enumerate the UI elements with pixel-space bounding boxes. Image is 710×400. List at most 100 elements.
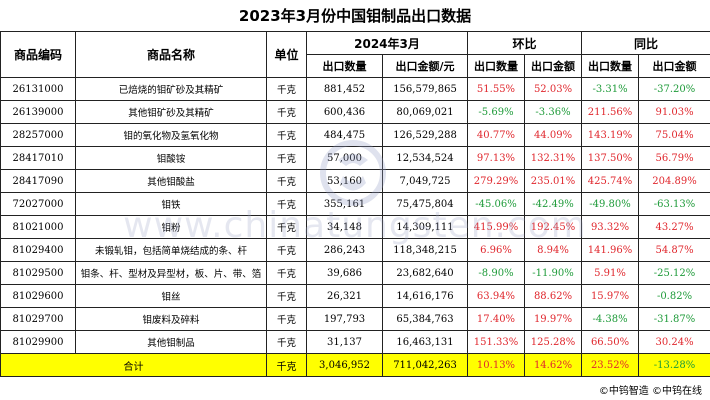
unit-cell: 千克 <box>266 261 307 285</box>
mom-amount-cell: 132.31% <box>523 146 583 170</box>
product-code-cell: 28417090 <box>0 169 76 193</box>
header-name: 商品名称 <box>75 31 267 78</box>
total-qty-cell: 3,046,952 <box>306 353 383 377</box>
mom-qty-cell: 97.13% <box>467 146 525 170</box>
header-period: 2024年3月 <box>306 31 468 55</box>
product-code-cell: 26139000 <box>0 100 76 124</box>
yoy-qty-cell: -4.38% <box>581 307 640 331</box>
unit-cell: 千克 <box>266 238 307 262</box>
export-qty-cell: 53,160 <box>306 169 383 193</box>
table-row: 28417090 其他钼酸盐 千克 53,160 7,049,725 279.29% 235… <box>0 169 710 193</box>
export-qty-cell: 600,436 <box>306 100 383 124</box>
product-name-cell: 其他钼酸盐 <box>75 169 267 193</box>
yoy-qty-cell: 211.56% <box>581 100 640 124</box>
mom-amount-cell: 88.62% <box>523 284 583 308</box>
product-name-cell: 其他钼制品 <box>75 330 267 354</box>
yoy-qty-cell: -3.31% <box>581 77 640 101</box>
yoy-amount-cell: -31.87% <box>638 307 710 331</box>
product-name-cell: 未锻轧钼，包括简单烧结成的条、杆 <box>75 238 267 262</box>
table-row: 81029500 钼条、杆、型材及异型材，板、片、带、箔 千克 39,686 23,68… <box>0 261 710 285</box>
table-row: 81029900 其他钼制品 千克 31,137 16,463,131 151.33% 12… <box>0 330 710 354</box>
export-amount-cell: 80,069,021 <box>382 100 468 124</box>
yoy-qty-cell: 141.96% <box>581 238 640 262</box>
mom-amount-cell: 125.28% <box>523 330 583 354</box>
mom-qty-cell: -45.06% <box>467 192 525 216</box>
mom-amount-cell: 192.45% <box>523 215 583 239</box>
export-amount-cell: 16,463,131 <box>382 330 468 354</box>
mom-qty-cell: 279.29% <box>467 169 525 193</box>
export-qty-cell: 26,321 <box>306 284 383 308</box>
header-mom: 环比 <box>466 31 583 55</box>
product-name-cell: 钼废料及碎料 <box>75 307 267 331</box>
export-amount-cell: 126,529,288 <box>382 123 468 147</box>
unit-cell: 千克 <box>266 169 307 193</box>
total-label: 合计 <box>0 353 267 377</box>
mom-qty-cell: 51.55% <box>467 77 525 101</box>
product-code-cell: 81029900 <box>0 330 76 354</box>
table-row: 28257000 钼的氧化物及氢氧化物 千克 484,475 126,529,288 40… <box>0 123 710 147</box>
mom-amount-cell: 52.03% <box>523 77 583 101</box>
unit-cell: 千克 <box>266 77 307 101</box>
export-qty-cell: 881,452 <box>306 77 383 101</box>
yoy-amount-cell: 75.04% <box>638 123 710 147</box>
export-amount-cell: 23,682,640 <box>382 261 468 285</box>
table-row: 72027000 钼铁 千克 355,161 75,475,804 -45.06% -42.… <box>0 192 710 216</box>
mom-qty-cell: 151.33% <box>467 330 525 354</box>
export-amount-cell: 14,616,176 <box>382 284 468 308</box>
mom-qty-cell: 6.96% <box>467 238 525 262</box>
total-mom-qty-cell: 10.13% <box>467 353 525 377</box>
product-code-cell: 81029500 <box>0 261 76 285</box>
product-name-cell: 钼酸铵 <box>75 146 267 170</box>
export-amount-cell: 7,049,725 <box>382 169 468 193</box>
yoy-amount-cell: -25.12% <box>638 261 710 285</box>
product-code-cell: 72027000 <box>0 192 76 216</box>
total-yoy-qty-cell: 23.52% <box>581 353 640 377</box>
total-yoy-amount-cell: -13.28% <box>638 353 710 377</box>
yoy-qty-cell: 143.19% <box>581 123 640 147</box>
yoy-amount-cell: 30.24% <box>638 330 710 354</box>
yoy-qty-cell: 15.97% <box>581 284 640 308</box>
table-row: 81029700 钼废料及碎料 千克 197,793 65,384,763 17.40% 1… <box>0 307 710 331</box>
product-code-cell: 81029600 <box>0 284 76 308</box>
table-row: 81029400 未锻轧钼，包括简单烧结成的条、杆 千克 286,243 118,348… <box>0 238 710 262</box>
mom-amount-cell: -3.36% <box>523 100 583 124</box>
export-qty-cell: 484,475 <box>306 123 383 147</box>
product-name-cell: 钼的氧化物及氢氧化物 <box>75 123 267 147</box>
product-name-cell: 其他钼矿砂及其精矿 <box>75 100 267 124</box>
export-amount-cell: 12,534,524 <box>382 146 468 170</box>
yoy-qty-cell: 5.91% <box>581 261 640 285</box>
mom-qty-cell: 40.77% <box>467 123 525 147</box>
header-yoy-amount: 出口金额 <box>638 54 710 78</box>
yoy-qty-cell: -49.80% <box>581 192 640 216</box>
unit-cell: 千克 <box>266 215 307 239</box>
unit-cell: 千克 <box>266 284 307 308</box>
product-name-cell: 钼丝 <box>75 284 267 308</box>
export-qty-cell: 31,137 <box>306 330 383 354</box>
mom-qty-cell: 63.94% <box>467 284 525 308</box>
yoy-amount-cell: -0.82% <box>638 284 710 308</box>
export-qty-cell: 57,000 <box>306 146 383 170</box>
yoy-amount-cell: 43.27% <box>638 215 710 239</box>
header-qty: 出口数量 <box>306 54 383 78</box>
table-row: 26131000 已焙烧的钼矿砂及其精矿 千克 881,452 156,579,865 5… <box>0 77 710 101</box>
mom-qty-cell: -5.69% <box>467 100 525 124</box>
unit-cell: 千克 <box>266 330 307 354</box>
yoy-qty-cell: 425.74% <box>581 169 640 193</box>
total-amount-cell: 711,042,263 <box>382 353 468 377</box>
mom-amount-cell: 44.09% <box>523 123 583 147</box>
unit-cell: 千克 <box>266 307 307 331</box>
mom-amount-cell: 235.01% <box>523 169 583 193</box>
export-data-table: 商品编码 商品名称 单位 2024年3月 环比 同比 出口数量 出口金额/元 出… <box>0 31 710 377</box>
export-amount-cell: 65,384,763 <box>382 307 468 331</box>
export-qty-cell: 34,148 <box>306 215 383 239</box>
yoy-qty-cell: 93.32% <box>581 215 640 239</box>
export-amount-cell: 156,579,865 <box>382 77 468 101</box>
copyright-footer: ©中钨智造 ©中钨在线 <box>598 386 702 397</box>
product-name-cell: 钼铁 <box>75 192 267 216</box>
yoy-amount-cell: 54.87% <box>638 238 710 262</box>
mom-qty-cell: 17.40% <box>467 307 525 331</box>
total-mom-amount-cell: 14.62% <box>523 353 583 377</box>
unit-cell: 千克 <box>266 123 307 147</box>
yoy-amount-cell: -63.13% <box>638 192 710 216</box>
mom-qty-cell: 415.99% <box>467 215 525 239</box>
